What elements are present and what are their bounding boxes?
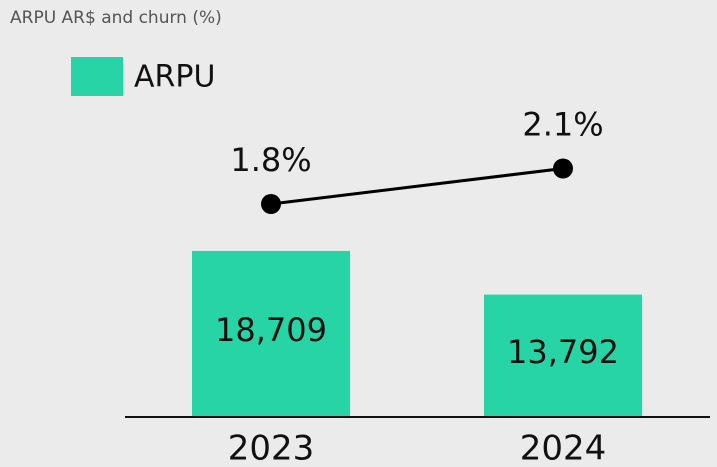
line-point [261, 194, 281, 214]
x-tick-label: 2023 [228, 429, 315, 467]
legend-label: ARPU [134, 60, 215, 95]
x-tick-label: 2024 [520, 429, 607, 467]
line-value-label: 2.1% [522, 106, 603, 144]
bar [192, 250, 350, 417]
line-point [553, 158, 573, 179]
line [270, 167, 564, 206]
bar [484, 294, 642, 417]
line-value-label: 1.8% [230, 141, 311, 179]
chart-title: ARPU AR$ and churn (%) [10, 8, 222, 28]
legend-swatch [71, 57, 123, 96]
bar-value-label: 13,792 [507, 333, 619, 371]
bar-value-label: 18,709 [215, 311, 327, 349]
